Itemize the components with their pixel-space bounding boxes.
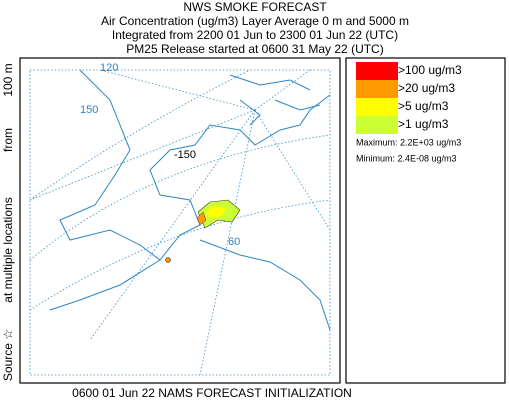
- legend-label: >100 ug/m3: [398, 63, 462, 77]
- minimum: Minimum: 2.4E-08 ug/m3: [356, 153, 457, 163]
- maximum: Maximum: 2.2E+03 ug/m3: [356, 137, 461, 147]
- side-label: Source ☆: [1, 329, 15, 381]
- coastline: [49, 239, 331, 331]
- legend-swatch: [356, 62, 398, 80]
- legend-swatch: [356, 80, 398, 98]
- grid-line: [29, 69, 331, 311]
- smoke-plume: [196, 211, 207, 226]
- legend-swatch: [356, 98, 398, 116]
- map-label: 120: [100, 62, 118, 74]
- legend-label: >1 ug/m3: [398, 117, 449, 131]
- smoke-plume: [205, 206, 226, 218]
- legend-swatch: [356, 116, 398, 134]
- grid-line: [29, 69, 331, 376]
- coastline: [59, 69, 331, 261]
- legend-label: >20 ug/m3: [398, 81, 455, 95]
- map-label: -150: [174, 149, 196, 161]
- subtitle: PM25 Release started at 0600 31 May 22 (…: [126, 42, 383, 56]
- footer: 0600 01 Jun 22 NAMS FORECAST INITIALIZAT…: [72, 386, 352, 400]
- subtitle: Air Concentration (ug/m3) Layer Average …: [101, 14, 409, 28]
- grid-line: [29, 69, 331, 376]
- coastline: [229, 74, 321, 126]
- legend-label: >5 ug/m3: [398, 99, 449, 113]
- side-label: 100 m: [1, 63, 15, 96]
- subtitle: Integrated from 2200 01 Jun to 2300 01 J…: [112, 28, 398, 42]
- side-label: at multiple locations: [1, 197, 15, 302]
- map: 120 150 -150 60: [19, 57, 341, 384]
- map-label: 150: [80, 104, 98, 116]
- title: NWS SMOKE FORECAST: [183, 0, 327, 14]
- legend: >100 ug/m3 >20 ug/m3 >5 ug/m3 >1 ug/m3: [356, 62, 462, 134]
- map-label: 60: [228, 236, 240, 248]
- side-label: from: [1, 128, 15, 152]
- smoke-plume: [165, 257, 171, 263]
- map-frame: [19, 57, 341, 384]
